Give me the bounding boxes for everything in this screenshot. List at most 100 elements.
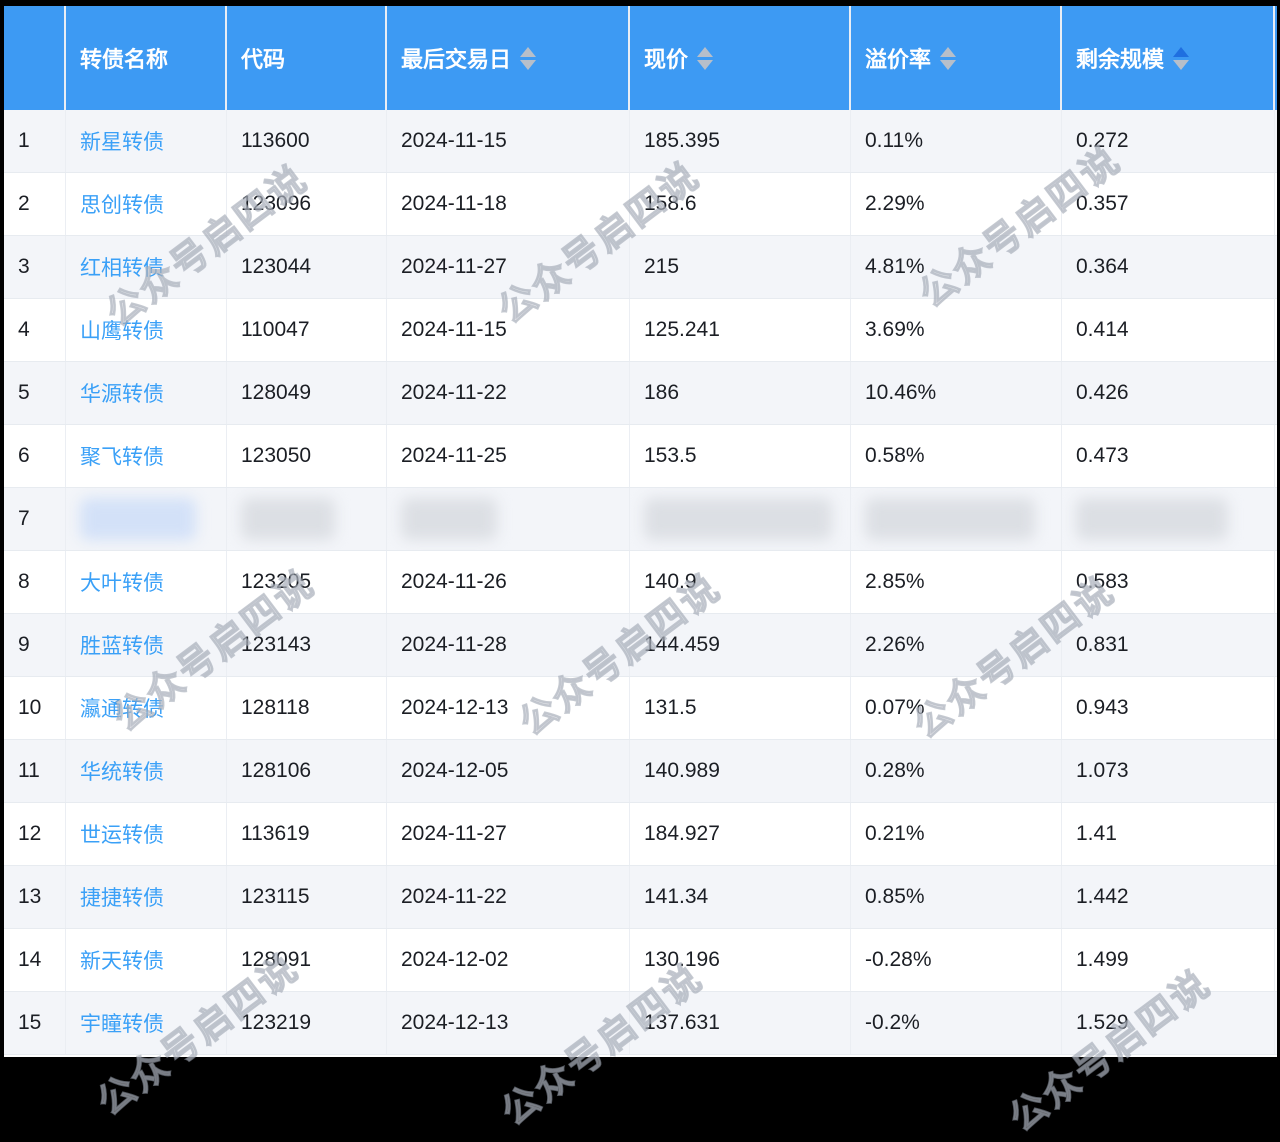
bond-name-link[interactable]: 宇瞳转债 xyxy=(80,1013,164,1036)
cell-premium-rate: 0.58% xyxy=(851,425,1062,487)
bond-name-link[interactable]: 华统转债 xyxy=(80,761,164,784)
cell-remaining-size: 0.473 xyxy=(1062,425,1275,487)
bond-name-link[interactable]: 大叶转债 xyxy=(80,572,164,595)
header-cell-index xyxy=(4,6,66,110)
redacted-blur-blob xyxy=(401,498,497,540)
cell-last-trade-date: 2024-12-13 xyxy=(387,677,630,739)
cell-remaining-size: 0.272 xyxy=(1062,110,1275,172)
cell-code: 128106 xyxy=(227,740,387,802)
header-cell-premium-rate[interactable]: 溢价率 xyxy=(851,6,1062,110)
cell-premium-rate: -0.28% xyxy=(851,929,1062,991)
bond-name-link[interactable]: 新天转债 xyxy=(80,950,164,973)
cell-price: 130.196 xyxy=(630,929,851,991)
header-label-last-trade-date: 最后交易日 xyxy=(401,47,512,72)
table-row: 2 思创转债 123096 2024-11-18 158.6 2.29% 0.357 xyxy=(4,173,1277,236)
cell-premium-rate: 3.69% xyxy=(851,299,1062,361)
header-cell-remaining-size[interactable]: 剩余规模 xyxy=(1062,6,1275,110)
cell-row-index: 6 xyxy=(4,425,66,487)
table-row: 11 华统转债 128106 2024-12-05 140.989 0.28% 1.073 xyxy=(4,740,1277,803)
cell-remaining-size: 0.426 xyxy=(1062,362,1275,424)
header-label-premium-rate: 溢价率 xyxy=(865,47,932,72)
sort-icon-last-trade-date[interactable] xyxy=(520,46,537,70)
table-row: 14 新天转债 128091 2024-12-02 130.196 -0.28% 1.499 xyxy=(4,929,1277,992)
cell-clipped xyxy=(1275,299,1277,361)
bond-name-link[interactable]: 新星转债 xyxy=(80,131,164,154)
bond-name-link[interactable]: 瀛通转债 xyxy=(80,698,164,721)
bond-name-link[interactable]: 山鹰转债 xyxy=(80,320,164,343)
header-cell-code: 代码 xyxy=(227,6,387,110)
cell-price: 131.5 xyxy=(630,677,851,739)
bond-name-link[interactable]: 聚飞转债 xyxy=(80,446,164,469)
cell-premium-rate: 2.29% xyxy=(851,173,1062,235)
cell-price: 153.5 xyxy=(630,425,851,487)
cell-last-trade-date: 2024-11-22 xyxy=(387,362,630,424)
cell-name: 红相转债 xyxy=(66,236,227,298)
cell-premium-rate: 0.07% xyxy=(851,677,1062,739)
sort-icon-premium-rate[interactable] xyxy=(940,46,957,70)
cell-name: 世运转债 xyxy=(66,803,227,865)
cell-code: 123096 xyxy=(227,173,387,235)
cell-row-index: 14 xyxy=(4,929,66,991)
cell-clipped xyxy=(1275,362,1277,424)
cell-premium-rate xyxy=(851,488,1062,550)
bond-name-link[interactable]: 胜蓝转债 xyxy=(80,635,164,658)
cell-clipped xyxy=(1275,992,1277,1054)
cell-clipped xyxy=(1275,677,1277,739)
sort-icon-price[interactable] xyxy=(697,46,714,70)
cell-row-index: 2 xyxy=(4,173,66,235)
cell-last-trade-date: 2024-11-27 xyxy=(387,803,630,865)
cell-code: 128118 xyxy=(227,677,387,739)
cell-remaining-size: 1.499 xyxy=(1062,929,1275,991)
bond-name-link[interactable]: 思创转债 xyxy=(80,194,164,217)
cell-code: 123050 xyxy=(227,425,387,487)
redacted-blur-blob xyxy=(80,498,196,540)
cell-clipped xyxy=(1275,803,1277,865)
table-row: 15 宇瞳转债 123219 2024-12-13 137.631 -0.2% 1.529 xyxy=(4,992,1277,1055)
header-cell-price[interactable]: 现价 xyxy=(630,6,851,110)
cell-price: 186 xyxy=(630,362,851,424)
cell-name: 新星转债 xyxy=(66,110,227,172)
bond-name-link[interactable]: 世运转债 xyxy=(80,824,164,847)
cell-premium-rate: 0.21% xyxy=(851,803,1062,865)
cell-row-index: 9 xyxy=(4,614,66,676)
cell-remaining-size: 1.529 xyxy=(1062,992,1275,1054)
cell-last-trade-date: 2024-11-26 xyxy=(387,551,630,613)
cell-row-index: 10 xyxy=(4,677,66,739)
sort-icon-remaining-size-active-asc[interactable] xyxy=(1173,46,1190,70)
redacted-blur-blob xyxy=(1076,498,1228,540)
bond-name-link[interactable]: 捷捷转债 xyxy=(80,887,164,910)
cell-last-trade-date: 2024-12-05 xyxy=(387,740,630,802)
cell-premium-rate: 2.85% xyxy=(851,551,1062,613)
cell-last-trade-date: 2024-11-25 xyxy=(387,425,630,487)
cell-row-index: 1 xyxy=(4,110,66,172)
header-cell-clipped xyxy=(1275,6,1277,110)
bond-table: 转债名称 代码 最后交易日 现价 溢价率 剩余规模 1 新星转债 113600 202… xyxy=(4,6,1277,1057)
cell-last-trade-date: 2024-12-13 xyxy=(387,992,630,1054)
cell-clipped xyxy=(1275,866,1277,928)
header-label-code: 代码 xyxy=(241,47,286,72)
bond-name-link[interactable]: 华源转债 xyxy=(80,383,164,406)
cell-clipped xyxy=(1275,740,1277,802)
header-label-bond-name: 转债名称 xyxy=(80,47,169,72)
header-label-price: 现价 xyxy=(644,47,689,72)
redacted-blur-blob xyxy=(241,498,335,540)
bond-name-link[interactable]: 红相转债 xyxy=(80,257,164,280)
cell-row-index: 11 xyxy=(4,740,66,802)
cell-last-trade-date: 2024-11-27 xyxy=(387,236,630,298)
cell-premium-rate: 0.28% xyxy=(851,740,1062,802)
cell-price: 185.395 xyxy=(630,110,851,172)
table-row: 7 xyxy=(4,488,1277,551)
cell-clipped xyxy=(1275,929,1277,991)
cell-last-trade-date: 2024-11-28 xyxy=(387,614,630,676)
header-cell-last-trade-date[interactable]: 最后交易日 xyxy=(387,6,630,110)
cell-premium-rate: 2.26% xyxy=(851,614,1062,676)
cell-code xyxy=(227,488,387,550)
header-label-remaining-size: 剩余规模 xyxy=(1076,47,1165,72)
cell-clipped xyxy=(1275,236,1277,298)
cell-price: 140.989 xyxy=(630,740,851,802)
cell-code: 128091 xyxy=(227,929,387,991)
cell-row-index: 8 xyxy=(4,551,66,613)
cell-name: 华源转债 xyxy=(66,362,227,424)
cell-code: 128049 xyxy=(227,362,387,424)
cell-premium-rate: 10.46% xyxy=(851,362,1062,424)
